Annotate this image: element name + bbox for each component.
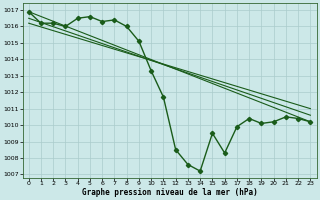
X-axis label: Graphe pression niveau de la mer (hPa): Graphe pression niveau de la mer (hPa) (82, 188, 257, 197)
